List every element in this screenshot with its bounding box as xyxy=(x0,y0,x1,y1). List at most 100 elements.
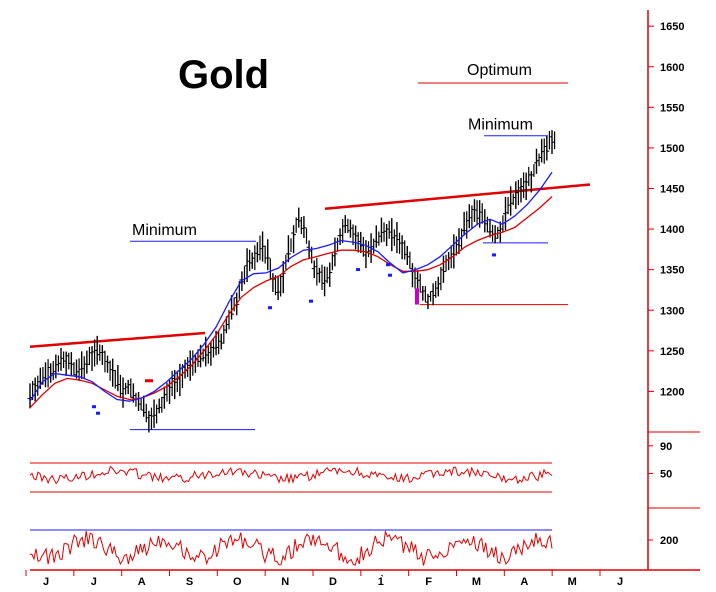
annotation-optimum: Optimum xyxy=(467,62,532,79)
price-bar xyxy=(513,179,520,209)
price-bar xyxy=(89,339,96,371)
y-tick-label: 1350 xyxy=(660,265,684,277)
oscillator-line xyxy=(29,465,553,485)
price-bar xyxy=(440,254,447,283)
y-axis: 1200 1250 1300 1350 1400 1450 1500 1550 1600 1650… xyxy=(30,10,700,571)
price-bar xyxy=(404,245,411,269)
annotation-minimum: Minimum xyxy=(468,116,533,133)
price-bar xyxy=(523,166,530,201)
price-bar xyxy=(146,407,153,433)
price-bar xyxy=(518,172,525,203)
signal-marker xyxy=(388,273,392,277)
oscillator-panel-2 xyxy=(29,529,553,566)
price-bar xyxy=(353,225,359,253)
y-tick-label: 1500 xyxy=(660,143,684,155)
y-tick-label: 1200 xyxy=(660,386,684,398)
price-bar xyxy=(105,355,111,381)
x-tick-label: J xyxy=(91,576,97,588)
price-bar xyxy=(53,354,60,379)
price-bar xyxy=(342,215,349,234)
y-tick-label: 1550 xyxy=(660,102,684,114)
x-tick-label: F xyxy=(425,576,432,588)
price-bar xyxy=(456,228,463,255)
y-tick-label: 1300 xyxy=(660,305,684,317)
y-tick-label: 90 xyxy=(660,441,672,453)
price-bar xyxy=(84,346,91,374)
oscillator-panel-1 xyxy=(29,462,553,493)
price-panel: Optimum Minimum Minimum xyxy=(27,62,591,433)
price-bar xyxy=(337,219,344,245)
price-bar xyxy=(218,325,225,350)
price-bar xyxy=(182,357,189,379)
price-bar xyxy=(461,211,468,239)
signal-marker xyxy=(149,379,153,383)
y-tick-label: 50 xyxy=(660,468,672,480)
price-bar xyxy=(528,164,535,193)
y-tick-label: 1400 xyxy=(660,224,684,236)
price-bar xyxy=(125,378,132,398)
price-bar xyxy=(435,266,442,297)
price-bar xyxy=(409,263,416,289)
price-bar xyxy=(296,207,302,235)
price-bar xyxy=(420,286,426,303)
price-bar xyxy=(301,216,308,244)
price-bar xyxy=(291,217,297,254)
x-tick-label: O xyxy=(233,576,242,588)
price-bar xyxy=(120,377,127,408)
price-bar xyxy=(497,215,504,243)
signal-marker xyxy=(492,253,496,257)
price-bar xyxy=(260,231,266,264)
price-bar xyxy=(316,264,323,290)
signal-marker xyxy=(386,263,390,267)
price-bar xyxy=(74,358,80,382)
y-tick-label: 1250 xyxy=(660,346,684,358)
x-tick-label: D xyxy=(329,576,337,588)
signal-marker xyxy=(356,268,360,272)
price-bar xyxy=(544,131,551,161)
x-tick-label: J xyxy=(43,576,49,588)
price-bar xyxy=(399,235,406,260)
signal-marker xyxy=(145,379,149,383)
x-tick-label: N xyxy=(281,576,289,588)
price-bar xyxy=(130,383,137,407)
price-bar xyxy=(533,148,540,174)
price-bar xyxy=(265,239,271,280)
price-bar xyxy=(306,240,313,264)
price-bar xyxy=(68,352,75,377)
signal-marker xyxy=(268,306,272,310)
low-marker xyxy=(415,288,419,305)
x-tick-label: 1̀ xyxy=(378,574,384,588)
signal-marker xyxy=(92,405,96,409)
price-bar xyxy=(378,217,385,243)
y-tick-label: 1600 xyxy=(660,62,684,74)
price-bar xyxy=(136,392,142,412)
y-tick-label: 200 xyxy=(660,535,678,547)
price-bar xyxy=(394,222,401,254)
price-bar xyxy=(549,130,556,154)
y-tick-label: 1650 xyxy=(660,21,684,33)
price-bar xyxy=(508,186,514,216)
resistance-line xyxy=(29,331,206,349)
price-bar xyxy=(79,351,85,379)
price-bar xyxy=(239,266,246,291)
price-bar xyxy=(151,399,158,428)
price-bar xyxy=(249,245,256,271)
price-bar xyxy=(94,335,101,365)
price-bar xyxy=(451,234,457,269)
price-bar xyxy=(327,253,333,287)
price-bar xyxy=(99,345,106,373)
price-bar xyxy=(58,347,65,371)
x-tick-label: A xyxy=(138,576,146,588)
price-bar xyxy=(208,338,215,366)
price-bar xyxy=(110,358,116,389)
price-bar xyxy=(27,381,34,409)
price-bar xyxy=(270,273,277,296)
annotation-minimum: Minimum xyxy=(132,222,197,239)
price-bar xyxy=(322,266,328,297)
moving-average-slow xyxy=(29,196,553,409)
price-bar xyxy=(466,204,473,229)
price-bar xyxy=(43,359,49,388)
x-tick-label: S xyxy=(186,576,193,588)
price-bar xyxy=(373,225,380,248)
